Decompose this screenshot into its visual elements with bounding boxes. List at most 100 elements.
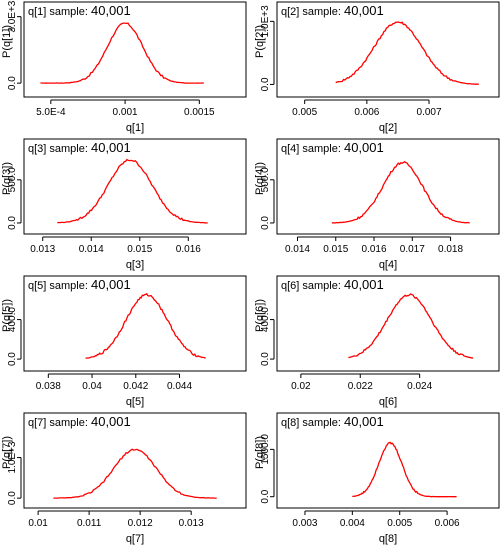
x-tick-label: 0.013 bbox=[30, 244, 55, 255]
y-tick-label: 0.0 bbox=[7, 216, 18, 230]
y-tick-label: 0.0 bbox=[260, 77, 271, 91]
y-tick-label: 0.0 bbox=[7, 352, 18, 366]
y-axis-label: P(q[8]) bbox=[254, 436, 266, 469]
x-tick-label: 0.024 bbox=[407, 381, 432, 392]
y-axis-label: P(q[5]) bbox=[1, 299, 13, 332]
density-plot-svg: q[3] sample: 40,001 0.013 0.014 0.015 0.016 q… bbox=[1, 138, 247, 271]
density-curve bbox=[331, 161, 470, 224]
panel-title-prefix: q[8] sample: bbox=[281, 417, 344, 429]
panel-title-count: 40,001 bbox=[91, 277, 131, 292]
panel-title-count: 40,001 bbox=[91, 414, 131, 429]
y-tick-label: 0.0 bbox=[7, 491, 18, 505]
density-curve bbox=[335, 21, 479, 85]
density-plot-svg: q[2] sample: 40,001 0.005 0.006 0.007 q[2] 0.… bbox=[254, 1, 500, 134]
plot-frame bbox=[276, 275, 500, 372]
y-axis-label: P(q[1]) bbox=[1, 25, 13, 58]
y-tick-label: 0.0 bbox=[260, 216, 271, 230]
y-axis-label: P(q[2]) bbox=[254, 25, 266, 58]
y-axis-label: P(q[4]) bbox=[254, 162, 266, 195]
x-tick-label: 0.04 bbox=[82, 381, 102, 392]
x-tick-label: 0.006 bbox=[435, 518, 460, 529]
x-axis-label: q[7] bbox=[126, 533, 144, 545]
panel-title-prefix: q[6] sample: bbox=[281, 280, 344, 292]
density-panel: q[1] sample: 40,001 5.0E-4 0.001 0.0015 q[1]… bbox=[0, 0, 250, 137]
plot-frame bbox=[23, 138, 247, 235]
x-tick-label: 0.007 bbox=[417, 107, 442, 118]
y-tick-label: 500.0 bbox=[260, 167, 271, 192]
x-tick-label: 0.005 bbox=[292, 107, 317, 118]
density-plot-svg: q[7] sample: 40,001 0.01 0.011 0.012 0.013 q[… bbox=[1, 412, 247, 545]
y-axis-label: P(q[7]) bbox=[1, 436, 13, 469]
density-plot-svg: q[6] sample: 40,001 0.02 0.022 0.024 q[6] 0.0… bbox=[254, 275, 500, 408]
panel-title-count: 40,001 bbox=[91, 3, 131, 18]
x-tick-label: 0.044 bbox=[167, 381, 192, 392]
y-tick-label: 0.0 bbox=[260, 489, 271, 503]
panel-title-prefix: q[3] sample: bbox=[28, 143, 91, 155]
density-plot-svg: q[4] sample: 40,001 0.014 0.015 0.016 0.017 0… bbox=[254, 138, 500, 271]
density-panel: q[3] sample: 40,001 0.013 0.014 0.015 0.016 q… bbox=[0, 137, 250, 274]
x-tick-label: 0.038 bbox=[36, 381, 61, 392]
density-plot-svg: q[5] sample: 40,001 0.038 0.04 0.042 0.044 q[… bbox=[1, 275, 247, 408]
x-axis-label: q[4] bbox=[379, 259, 397, 271]
x-tick-label: 0.006 bbox=[354, 107, 379, 118]
plot-frame bbox=[23, 275, 247, 372]
y-tick-label: 0.0 bbox=[7, 76, 18, 90]
panel-title: q[5] sample: 40,001 bbox=[28, 277, 131, 292]
y-tick-label: 400.0 bbox=[7, 307, 18, 332]
plot-frame bbox=[276, 1, 500, 98]
x-tick-label: 0.01 bbox=[28, 518, 48, 529]
density-panel: q[8] sample: 40,001 0.003 0.004 0.005 0.006 q… bbox=[253, 411, 503, 548]
panel-title-prefix: q[4] sample: bbox=[281, 143, 344, 155]
x-tick-label: 0.042 bbox=[123, 381, 148, 392]
panel-title-prefix: q[5] sample: bbox=[28, 280, 91, 292]
panel-title-count: 40,001 bbox=[344, 140, 384, 155]
density-panel: q[4] sample: 40,001 0.014 0.015 0.016 0.017 0… bbox=[253, 137, 503, 274]
x-tick-label: 0.016 bbox=[362, 244, 387, 255]
y-tick-label: 3.0E+3 bbox=[7, 0, 18, 32]
panel-title-count: 40,001 bbox=[91, 140, 131, 155]
y-axis-label: P(q[3]) bbox=[1, 162, 13, 195]
panel-title-prefix: q[2] sample: bbox=[281, 6, 344, 18]
y-tick-label: 400.0 bbox=[260, 307, 271, 332]
y-tick-label: 500.0 bbox=[7, 167, 18, 192]
panel-title: q[8] sample: 40,001 bbox=[281, 414, 384, 429]
plot-frame bbox=[276, 138, 500, 235]
panel-title: q[2] sample: 40,001 bbox=[281, 3, 384, 18]
x-axis-label: q[2] bbox=[379, 122, 397, 134]
density-curve bbox=[53, 448, 217, 499]
density-curve bbox=[57, 158, 208, 224]
panel-title-count: 40,001 bbox=[344, 3, 384, 18]
density-curve bbox=[348, 293, 474, 359]
density-plot-svg: q[8] sample: 40,001 0.003 0.004 0.005 0.006 q… bbox=[254, 412, 500, 545]
x-tick-label: 0.0015 bbox=[184, 107, 215, 118]
density-curve bbox=[352, 441, 457, 498]
density-panel: q[6] sample: 40,001 0.02 0.022 0.024 q[6] 0.0… bbox=[253, 274, 503, 411]
plot-frame bbox=[23, 1, 247, 98]
x-tick-label: 0.005 bbox=[387, 518, 412, 529]
x-tick-label: 0.011 bbox=[77, 518, 102, 529]
x-tick-label: 5.0E-4 bbox=[36, 107, 66, 118]
y-tick-label: 1.0E+3 bbox=[260, 5, 271, 37]
x-tick-label: 0.022 bbox=[348, 381, 373, 392]
x-tick-label: 0.004 bbox=[340, 518, 365, 529]
x-tick-label: 0.014 bbox=[285, 244, 310, 255]
density-curve bbox=[85, 292, 206, 359]
x-axis-label: q[8] bbox=[379, 533, 397, 545]
panel-title-prefix: q[1] sample: bbox=[28, 6, 91, 18]
x-tick-label: 0.014 bbox=[79, 244, 104, 255]
x-tick-label: 0.003 bbox=[292, 518, 317, 529]
density-panel: q[5] sample: 40,001 0.038 0.04 0.042 0.044 q[… bbox=[0, 274, 250, 411]
density-panel: q[2] sample: 40,001 0.005 0.006 0.007 q[2] 0.… bbox=[253, 0, 503, 137]
panel-title: q[1] sample: 40,001 bbox=[28, 3, 131, 18]
x-tick-label: 0.013 bbox=[179, 518, 204, 529]
x-tick-label: 0.015 bbox=[323, 244, 348, 255]
x-tick-label: 0.001 bbox=[113, 107, 138, 118]
density-curve bbox=[40, 22, 204, 84]
x-tick-label: 0.017 bbox=[400, 244, 425, 255]
x-axis-label: q[6] bbox=[379, 396, 397, 408]
x-axis-label: q[5] bbox=[126, 396, 144, 408]
density-plot-svg: q[1] sample: 40,001 5.0E-4 0.001 0.0015 q[1]… bbox=[1, 0, 247, 134]
x-tick-label: 0.018 bbox=[438, 244, 463, 255]
y-axis-label: P(q[6]) bbox=[254, 299, 266, 332]
